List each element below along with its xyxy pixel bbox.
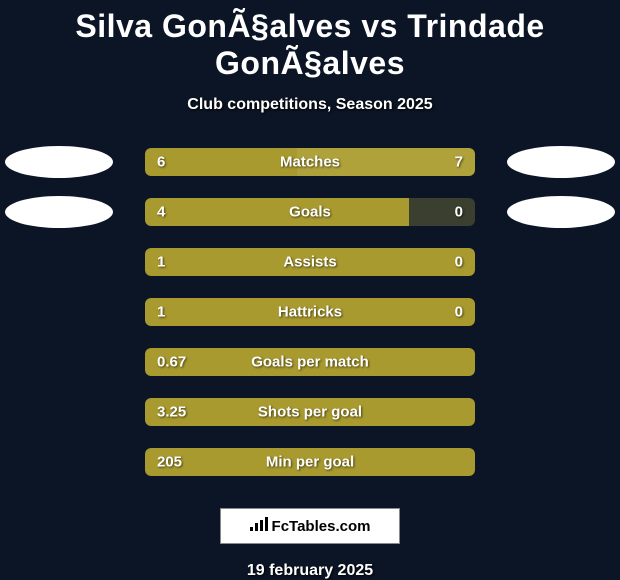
stat-value-right: 7 — [455, 154, 463, 171]
stat-rows: 6 7 Matches 4 0 Goals 1 0 Assists 1 0 Hattricks 0.67… — [0, 146, 620, 478]
stat-value-right: 0 — [455, 254, 463, 271]
stat-label: Assists — [283, 254, 336, 271]
stat-row: 205 Min per goal — [0, 446, 620, 478]
stat-bar-track: 3.25 Shots per goal — [145, 398, 475, 426]
player-oval-right — [507, 196, 615, 228]
stat-value-right: 0 — [455, 204, 463, 221]
stat-label: Goals — [289, 204, 331, 221]
stat-row: 1 0 Assists — [0, 246, 620, 278]
stat-value-left: 0.67 — [157, 354, 186, 371]
stat-label: Matches — [280, 154, 340, 171]
oval-spacer — [5, 246, 113, 278]
stat-row: 0.67 Goals per match — [0, 346, 620, 378]
oval-spacer — [5, 446, 113, 478]
stat-bar-left — [145, 148, 297, 176]
oval-spacer — [507, 346, 615, 378]
stat-bar-track: 6 7 Matches — [145, 148, 475, 176]
oval-spacer — [507, 396, 615, 428]
stat-value-left: 1 — [157, 254, 165, 271]
stat-row: 1 0 Hattricks — [0, 296, 620, 328]
stat-value-left: 205 — [157, 454, 182, 471]
stat-bar-track: 0.67 Goals per match — [145, 348, 475, 376]
oval-spacer — [5, 296, 113, 328]
stat-value-left: 3.25 — [157, 404, 186, 421]
oval-spacer — [507, 446, 615, 478]
player-oval-left — [5, 196, 113, 228]
source-badge[interactable]: FcTables.com — [220, 508, 400, 544]
stat-value-right: 0 — [455, 304, 463, 321]
stat-value-left: 1 — [157, 304, 165, 321]
stat-row: 6 7 Matches — [0, 146, 620, 178]
subtitle: Club competitions, Season 2025 — [0, 96, 620, 114]
oval-spacer — [507, 246, 615, 278]
stat-bar-track: 4 0 Goals — [145, 198, 475, 226]
stat-value-left: 6 — [157, 154, 165, 171]
stat-label: Goals per match — [251, 354, 369, 371]
stat-value-left: 4 — [157, 204, 165, 221]
page-title: Silva GonÃ§alves vs Trindade GonÃ§alves — [0, 8, 620, 82]
comparison-chart: Silva GonÃ§alves vs Trindade GonÃ§alves … — [0, 0, 620, 580]
stat-label: Hattricks — [278, 304, 342, 321]
oval-spacer — [507, 296, 615, 328]
badge-text: FcTables.com — [272, 518, 371, 535]
stat-bar-left — [145, 198, 409, 226]
stat-label: Shots per goal — [258, 404, 362, 421]
stat-bar-track: 1 0 Hattricks — [145, 298, 475, 326]
player-oval-right — [507, 146, 615, 178]
oval-spacer — [5, 396, 113, 428]
stat-label: Min per goal — [266, 454, 354, 471]
signal-icon — [250, 517, 268, 536]
player-oval-left — [5, 146, 113, 178]
stat-bar-track: 205 Min per goal — [145, 448, 475, 476]
stat-row: 3.25 Shots per goal — [0, 396, 620, 428]
stat-row: 4 0 Goals — [0, 196, 620, 228]
stat-bar-track: 1 0 Assists — [145, 248, 475, 276]
oval-spacer — [5, 346, 113, 378]
footer-date: 19 february 2025 — [0, 562, 620, 580]
